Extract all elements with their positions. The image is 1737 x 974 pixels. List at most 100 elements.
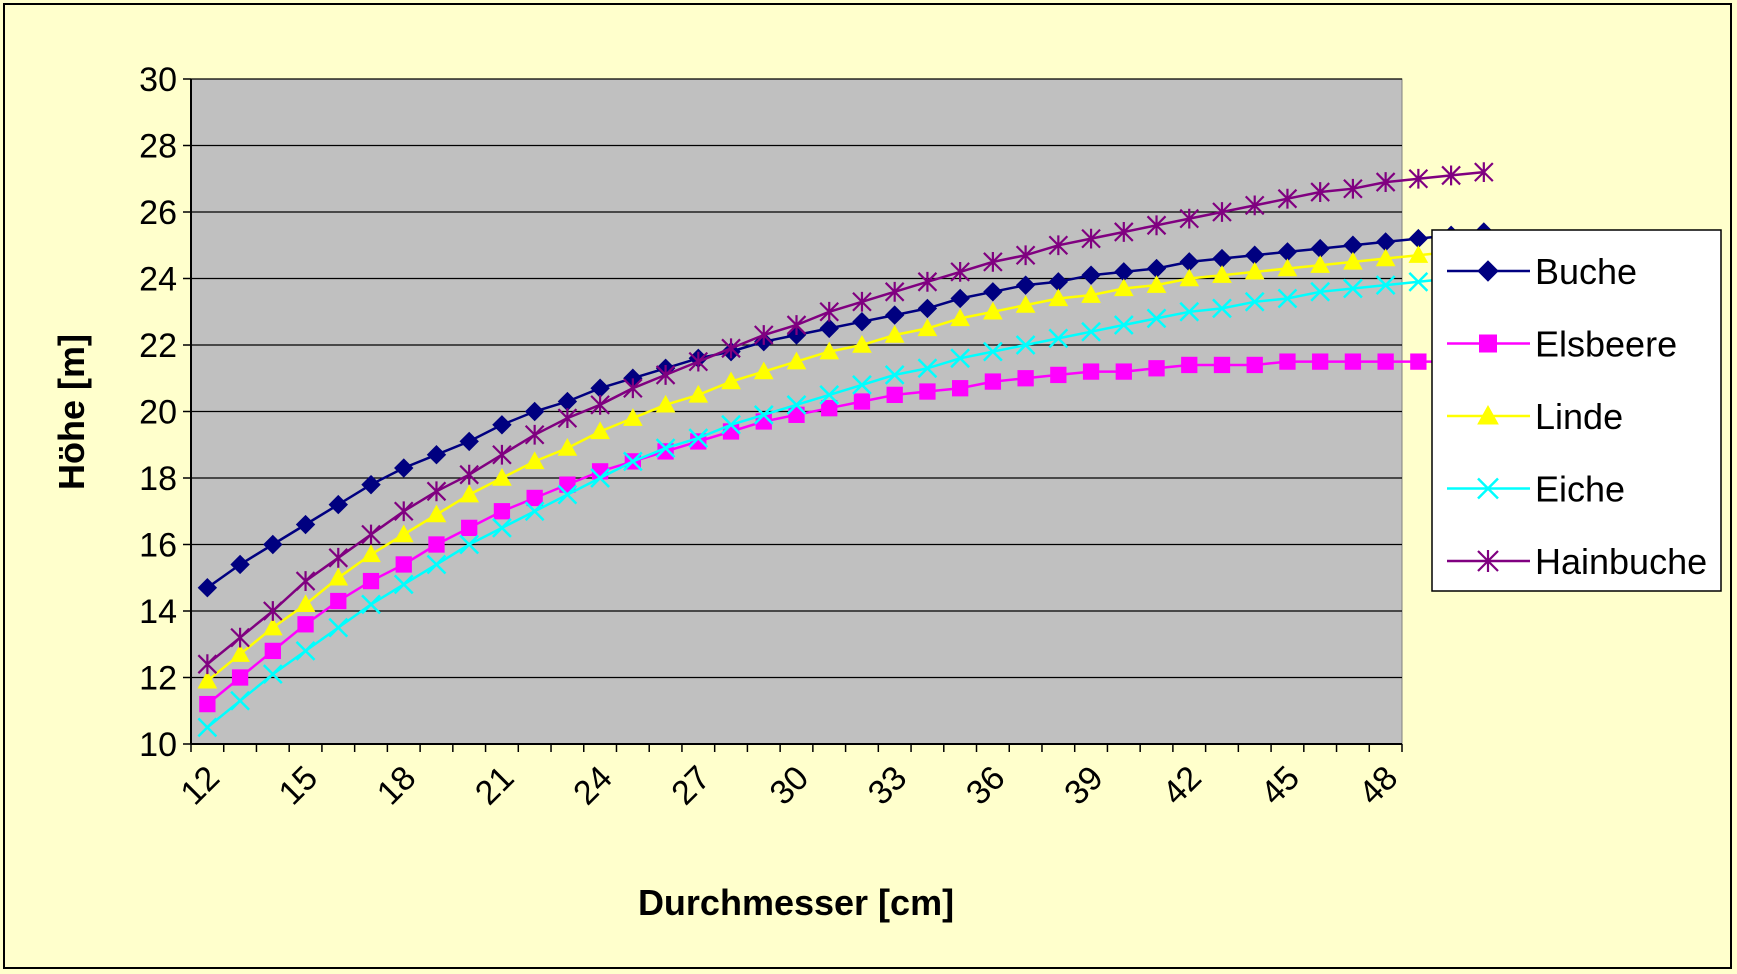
data-point bbox=[590, 394, 610, 415]
legend-item-hainbuche: Hainbuche bbox=[1447, 541, 1707, 582]
data-point bbox=[886, 386, 903, 404]
data-point bbox=[264, 642, 281, 660]
x-tick-label: 45 bbox=[1253, 759, 1307, 813]
data-point bbox=[622, 451, 643, 472]
data-point bbox=[1474, 162, 1494, 182]
x-tick-label: 18 bbox=[370, 759, 424, 813]
data-point bbox=[590, 468, 611, 488]
data-point bbox=[1310, 255, 1331, 273]
data-point bbox=[1179, 268, 1200, 287]
data-point bbox=[819, 341, 840, 360]
data-point bbox=[492, 467, 512, 486]
x-tick-label: 39 bbox=[1057, 759, 1111, 813]
data-point bbox=[295, 571, 316, 591]
data-point bbox=[884, 365, 905, 385]
series-group bbox=[197, 162, 1494, 738]
data-point bbox=[1148, 360, 1165, 377]
y-axis-title: Höhe [m] bbox=[51, 334, 92, 490]
x-tick-label: 21 bbox=[468, 759, 522, 813]
y-tick-label: 20 bbox=[139, 394, 177, 432]
data-point bbox=[688, 384, 709, 403]
legend-item-linde: Linde bbox=[1447, 396, 1623, 437]
data-point bbox=[199, 695, 216, 713]
data-point bbox=[1244, 195, 1265, 216]
data-point bbox=[623, 378, 643, 399]
data-point bbox=[395, 556, 412, 573]
legend-label: Hainbuche bbox=[1535, 541, 1707, 582]
data-point bbox=[362, 572, 380, 590]
data-point bbox=[884, 324, 905, 343]
data-point bbox=[1048, 288, 1069, 307]
data-point bbox=[1146, 308, 1167, 329]
data-point bbox=[230, 690, 250, 711]
x-tick-label: 48 bbox=[1352, 759, 1406, 813]
data-point bbox=[688, 351, 709, 372]
data-point bbox=[950, 261, 970, 282]
data-point bbox=[1181, 356, 1198, 374]
data-point bbox=[852, 312, 872, 332]
data-point bbox=[1146, 215, 1167, 236]
data-point bbox=[655, 365, 676, 385]
data-point bbox=[197, 654, 218, 675]
data-point bbox=[950, 288, 970, 309]
y-tick-label: 18 bbox=[139, 460, 177, 498]
data-point bbox=[983, 282, 1003, 302]
data-point bbox=[1212, 265, 1232, 283]
data-point bbox=[493, 503, 511, 520]
data-point bbox=[852, 375, 872, 395]
legend-items: Buche Elsbeere Linde Eiche Hainbuche bbox=[1447, 251, 1707, 582]
data-point bbox=[1015, 245, 1036, 266]
data-point bbox=[1048, 235, 1069, 256]
data-point bbox=[426, 554, 447, 575]
x-axis-title: Durchmesser [cm] bbox=[638, 882, 954, 923]
data-point bbox=[983, 251, 1003, 272]
data-point bbox=[950, 348, 971, 369]
data-point bbox=[1048, 328, 1069, 349]
data-point bbox=[492, 444, 512, 465]
series-line bbox=[206, 360, 1484, 706]
data-point bbox=[1310, 182, 1330, 202]
y-axis-ticks: 10 12 14 16 18 20 22 24 26 28 30 bbox=[139, 61, 191, 764]
data-point bbox=[524, 424, 545, 445]
data-point bbox=[688, 428, 709, 448]
data-point bbox=[1082, 363, 1100, 380]
data-point bbox=[461, 519, 478, 537]
legend-item-eiche: Eiche bbox=[1447, 469, 1625, 510]
gridlines bbox=[191, 78, 1402, 679]
data-point bbox=[393, 501, 414, 522]
data-point bbox=[852, 291, 872, 312]
y-tick-label: 12 bbox=[139, 660, 177, 698]
data-point bbox=[917, 271, 938, 292]
series-line bbox=[206, 230, 1484, 589]
legend-label: Buche bbox=[1535, 251, 1637, 292]
data-point bbox=[557, 484, 578, 505]
y-tick-label: 28 bbox=[139, 128, 177, 166]
data-point bbox=[262, 617, 283, 636]
x-tick-label: 36 bbox=[959, 759, 1013, 813]
data-point bbox=[1375, 248, 1396, 267]
data-point bbox=[950, 308, 970, 327]
data-point bbox=[393, 524, 414, 543]
data-point bbox=[230, 644, 250, 662]
data-point bbox=[557, 438, 578, 456]
data-point bbox=[459, 484, 480, 503]
series-linde bbox=[197, 238, 1494, 689]
data-point bbox=[1114, 222, 1134, 242]
data-point bbox=[263, 534, 283, 555]
data-point bbox=[1477, 477, 1499, 500]
data-point bbox=[295, 641, 316, 661]
data-point bbox=[1015, 295, 1036, 313]
series-elsbeere bbox=[199, 353, 1492, 713]
data-point bbox=[526, 489, 543, 507]
data-point bbox=[786, 394, 807, 415]
data-point bbox=[1477, 404, 1499, 425]
data-point bbox=[492, 517, 512, 538]
data-point bbox=[559, 476, 576, 493]
data-point bbox=[1244, 261, 1265, 280]
data-point bbox=[524, 401, 545, 422]
data-point bbox=[557, 408, 578, 429]
x-tick-label: 15 bbox=[272, 759, 326, 813]
data-point bbox=[753, 361, 774, 380]
legend-label: Linde bbox=[1535, 396, 1623, 437]
